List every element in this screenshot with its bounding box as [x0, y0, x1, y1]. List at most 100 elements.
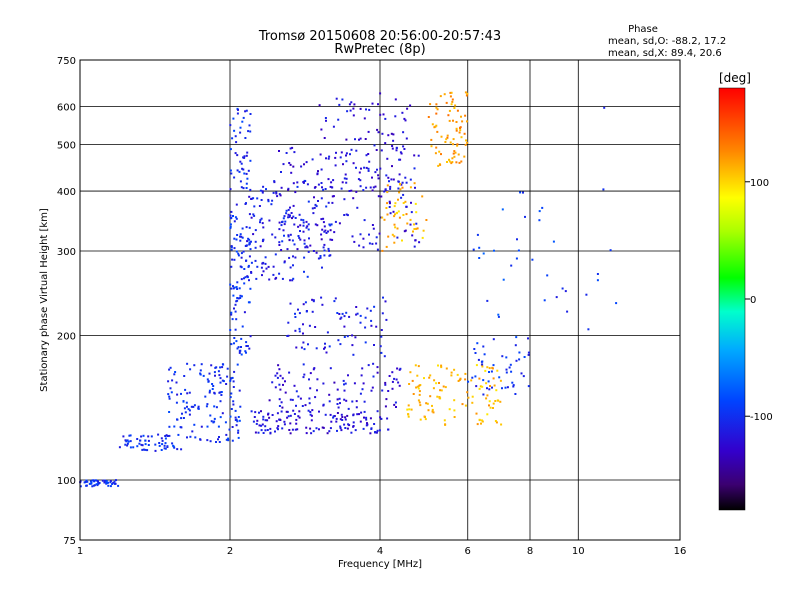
data-point: [451, 157, 454, 160]
data-point: [345, 138, 348, 141]
data-point: [197, 405, 200, 408]
data-point: [238, 351, 241, 354]
data-point: [373, 344, 375, 346]
data-point: [492, 338, 495, 341]
data-point: [230, 246, 233, 248]
data-point: [393, 403, 396, 406]
data-point: [232, 285, 234, 288]
data-point: [260, 429, 263, 432]
data-point: [274, 430, 276, 433]
data-point: [375, 236, 378, 239]
data-point: [307, 223, 310, 226]
data-point: [352, 353, 355, 356]
data-point: [287, 188, 290, 191]
data-point: [488, 367, 491, 370]
data-point: [309, 411, 312, 413]
data-point: [254, 229, 257, 232]
data-point: [168, 411, 171, 413]
data-point: [328, 223, 331, 226]
data-point: [364, 326, 367, 329]
data-point: [302, 181, 305, 183]
data-point: [302, 303, 305, 306]
data-point: [277, 425, 280, 428]
data-point: [339, 317, 342, 320]
data-point: [352, 413, 355, 416]
data-point: [322, 217, 325, 220]
data-point: [168, 397, 171, 400]
data-point: [336, 398, 339, 401]
data-point: [431, 410, 434, 413]
data-point: [390, 132, 393, 135]
data-point: [506, 386, 509, 389]
data-point: [340, 413, 343, 416]
data-point: [173, 425, 176, 428]
data-point: [233, 237, 236, 240]
data-point: [362, 189, 365, 192]
data-point: [499, 379, 502, 382]
data-point: [336, 388, 339, 391]
data-point: [444, 386, 447, 389]
data-point: [339, 418, 342, 421]
data-point: [254, 411, 257, 414]
plot-frame: [79, 59, 681, 541]
data-point: [289, 214, 291, 217]
data-point: [446, 136, 449, 139]
data-point: [161, 439, 164, 442]
data-point: [306, 183, 309, 186]
data-point: [226, 367, 229, 370]
data-point: [297, 235, 300, 237]
data-point: [417, 399, 420, 402]
data-point: [452, 152, 455, 155]
data-point: [254, 246, 257, 249]
data-point: [497, 399, 500, 402]
data-point: [317, 200, 319, 202]
data-point: [262, 415, 265, 418]
data-point: [379, 345, 382, 348]
data-point: [285, 212, 288, 215]
data-point: [163, 447, 166, 450]
data-point: [464, 404, 467, 407]
data-point: [386, 184, 389, 187]
data-point: [471, 401, 474, 404]
data-point: [378, 232, 381, 235]
data-point: [239, 405, 242, 408]
y-tick-label: 400: [57, 187, 76, 198]
data-point: [467, 380, 470, 383]
data-point: [350, 148, 353, 151]
data-point: [144, 443, 147, 446]
data-point: [450, 162, 453, 165]
data-point: [311, 158, 314, 161]
data-point: [381, 389, 384, 392]
data-point: [293, 384, 296, 387]
data-point: [368, 108, 371, 111]
data-point: [221, 412, 224, 415]
data-point: [275, 420, 278, 423]
data-point: [132, 446, 135, 449]
data-point: [481, 365, 484, 368]
data-point: [307, 250, 310, 253]
data-point: [437, 364, 439, 367]
data-point: [211, 388, 214, 390]
data-point: [185, 401, 188, 404]
data-point: [295, 346, 298, 349]
data-point: [291, 398, 294, 401]
data-point: [435, 103, 438, 106]
data-point: [341, 312, 344, 315]
data-point: [443, 93, 446, 96]
data-point: [209, 414, 212, 417]
data-point: [515, 359, 518, 362]
data-point: [343, 214, 346, 216]
data-point: [322, 246, 325, 249]
data-point: [302, 341, 305, 344]
data-point: [452, 138, 455, 141]
data-point: [406, 408, 409, 411]
data-point: [453, 107, 456, 109]
data-point: [199, 438, 202, 441]
data-point: [311, 207, 314, 210]
data-point: [244, 276, 247, 279]
data-point: [487, 380, 490, 383]
data-point: [501, 387, 503, 390]
data-point: [360, 374, 363, 377]
data-point: [396, 227, 399, 230]
data-point: [417, 154, 420, 157]
